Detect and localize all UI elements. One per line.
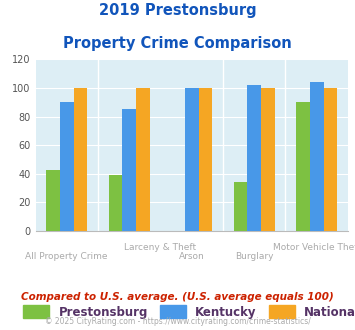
Text: Property Crime Comparison: Property Crime Comparison [63,36,292,51]
Text: Compared to U.S. average. (U.S. average equals 100): Compared to U.S. average. (U.S. average … [21,292,334,302]
Bar [296,102,310,231]
Bar [247,85,261,231]
Text: 2019 Prestonsburg: 2019 Prestonsburg [99,3,256,18]
Bar [323,88,337,231]
Bar [261,88,275,231]
Text: Motor Vehicle Theft: Motor Vehicle Theft [273,243,355,251]
Bar [136,88,150,231]
Bar [46,170,60,231]
Bar [310,82,323,231]
Text: Arson: Arson [179,252,204,261]
Bar [109,175,122,231]
Text: Larceny & Theft: Larceny & Theft [124,243,197,251]
Bar [198,88,212,231]
Text: © 2025 CityRating.com - https://www.cityrating.com/crime-statistics/: © 2025 CityRating.com - https://www.city… [45,317,310,326]
Bar [122,110,136,231]
Bar [185,88,198,231]
Bar [234,182,247,231]
Bar [60,102,73,231]
Text: All Property Crime: All Property Crime [26,252,108,261]
Bar [73,88,87,231]
Text: Burglary: Burglary [235,252,273,261]
Legend: Prestonsburg, Kentucky, National: Prestonsburg, Kentucky, National [17,299,355,325]
